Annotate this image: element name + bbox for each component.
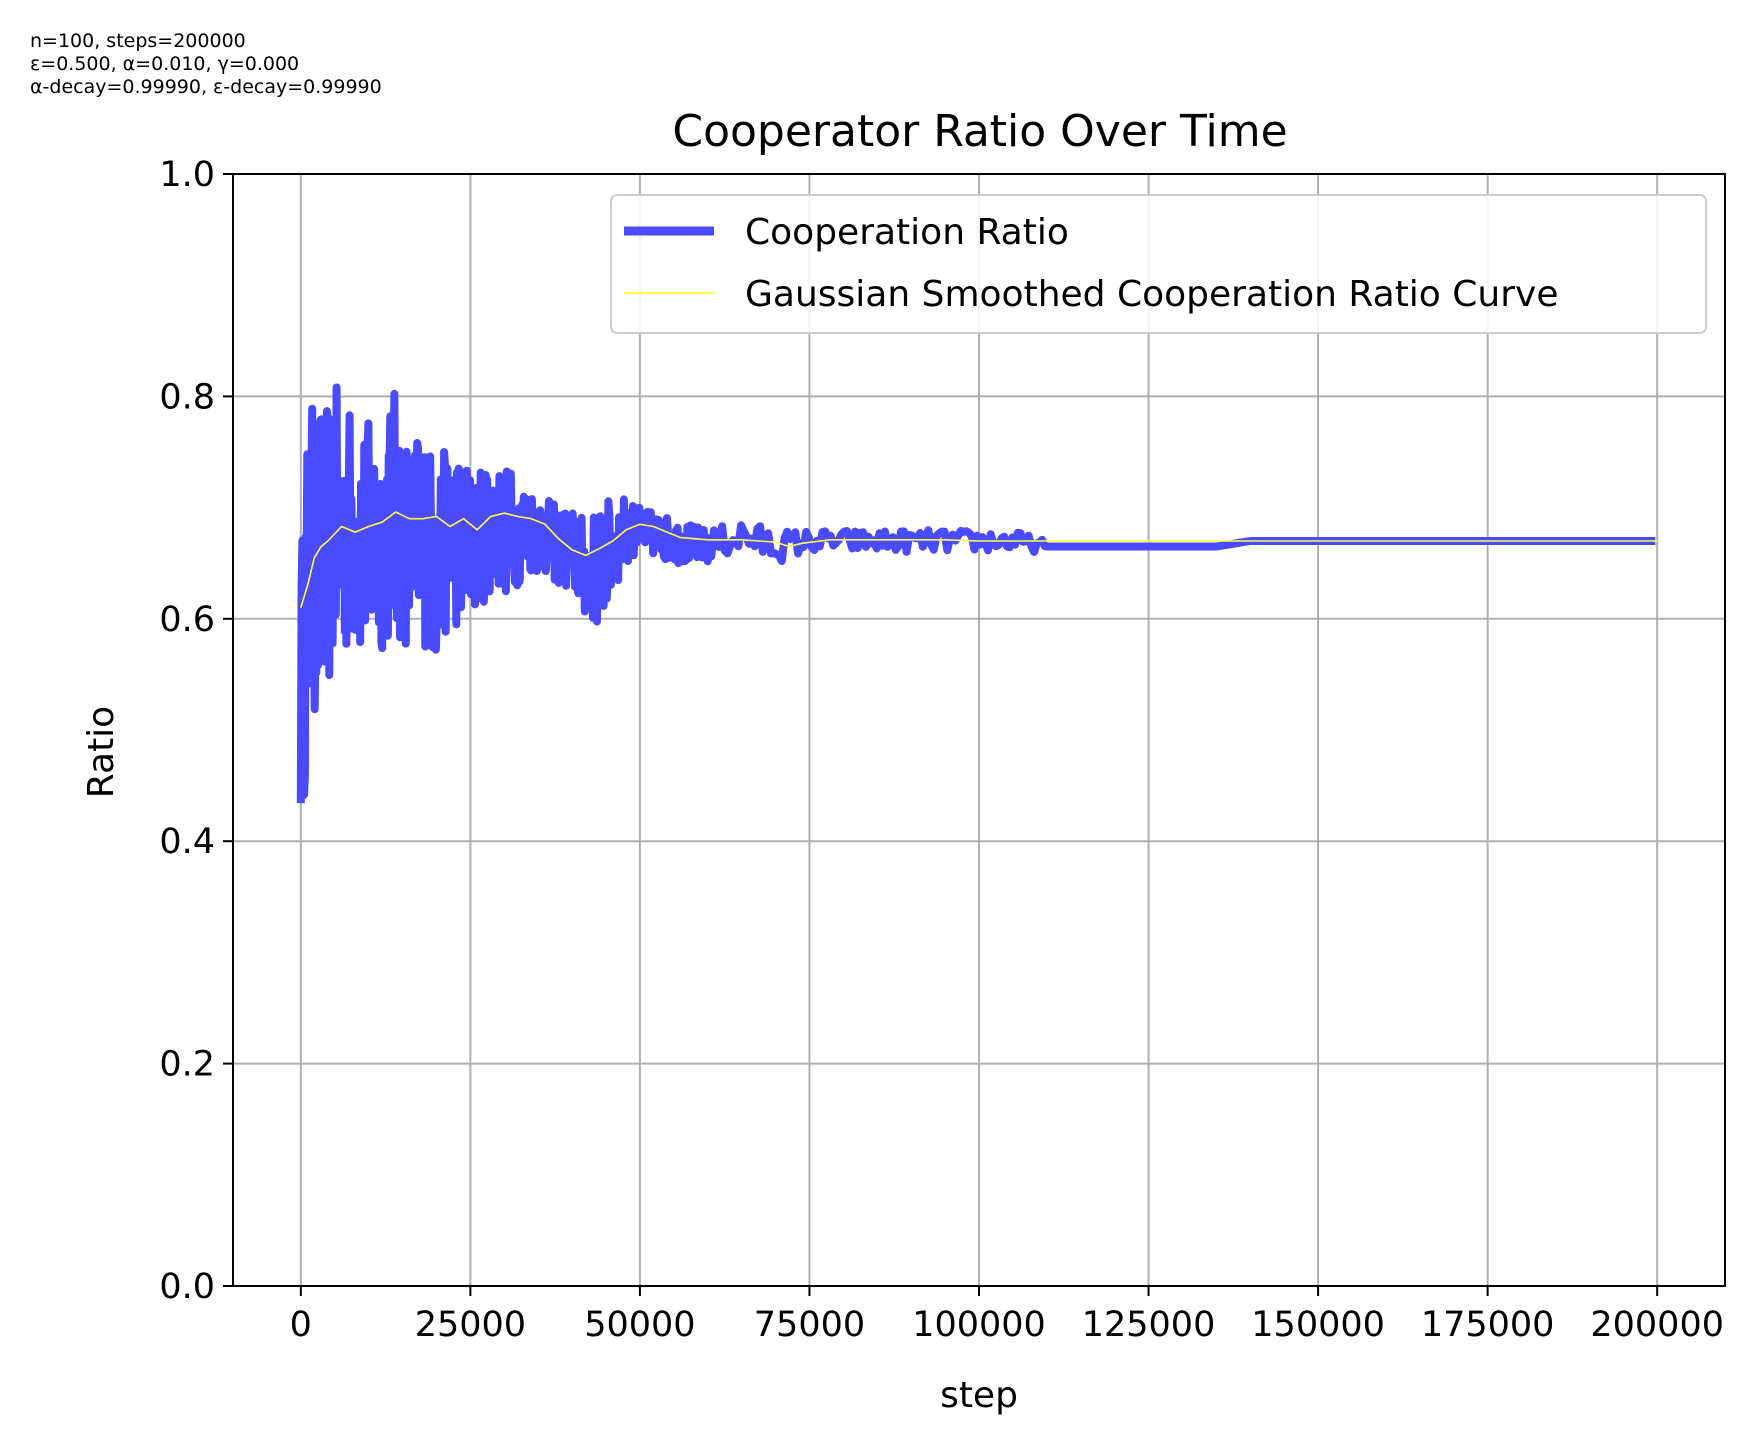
x-tick-label: 125000 [1082,1305,1216,1345]
x-tick-label: 175000 [1421,1305,1555,1345]
legend-box [610,194,1707,334]
x-tick-label: 0 [290,1305,312,1345]
x-tick-label: 100000 [912,1305,1046,1345]
x-tick-label: 150000 [1251,1305,1385,1345]
y-tick-label: 0.6 [159,600,215,640]
series-gaussian-smoothed [300,511,1658,608]
y-tick-label: 1.0 [159,155,215,195]
x-tick-label: 75000 [754,1305,865,1345]
y-tick-label: 0.4 [159,822,215,862]
y-tick-label: 0.0 [159,1267,215,1307]
x-tick-label: 50000 [584,1305,695,1345]
x-axis-label: step [940,1375,1018,1416]
legend-label-cooperation-ratio: Cooperation Ratio [745,212,1069,253]
param-line-3: α-decay=0.99990, ε-decay=0.99990 [30,76,382,98]
axis-ticks: 0 25000 50000 75000 100000 125000 150000 175000… [159,155,1724,1345]
y-tick-label: 0.2 [159,1045,215,1085]
y-tick-label: 0.8 [159,377,215,417]
legend-label-gaussian-smoothed: Gaussian Smoothed Cooperation Ratio Curv… [745,274,1558,315]
param-line-1: n=100, steps=200000 [30,30,246,52]
param-line-2: ε=0.500, α=0.010, γ=0.000 [30,53,300,75]
x-tick-label: 25000 [415,1305,526,1345]
plot-series [296,383,1658,804]
x-tick-label: 200000 [1590,1305,1724,1345]
legend: Cooperation Ratio Gaussian Smoothed Coop… [610,194,1707,334]
grid-lines [233,173,1725,1287]
y-axis-label: Ratio [81,706,122,798]
parameter-annotation: n=100, steps=200000 ε=0.500, α=0.010, γ=… [30,30,382,99]
chart-title: Cooperator Ratio Over Time [672,106,1287,157]
